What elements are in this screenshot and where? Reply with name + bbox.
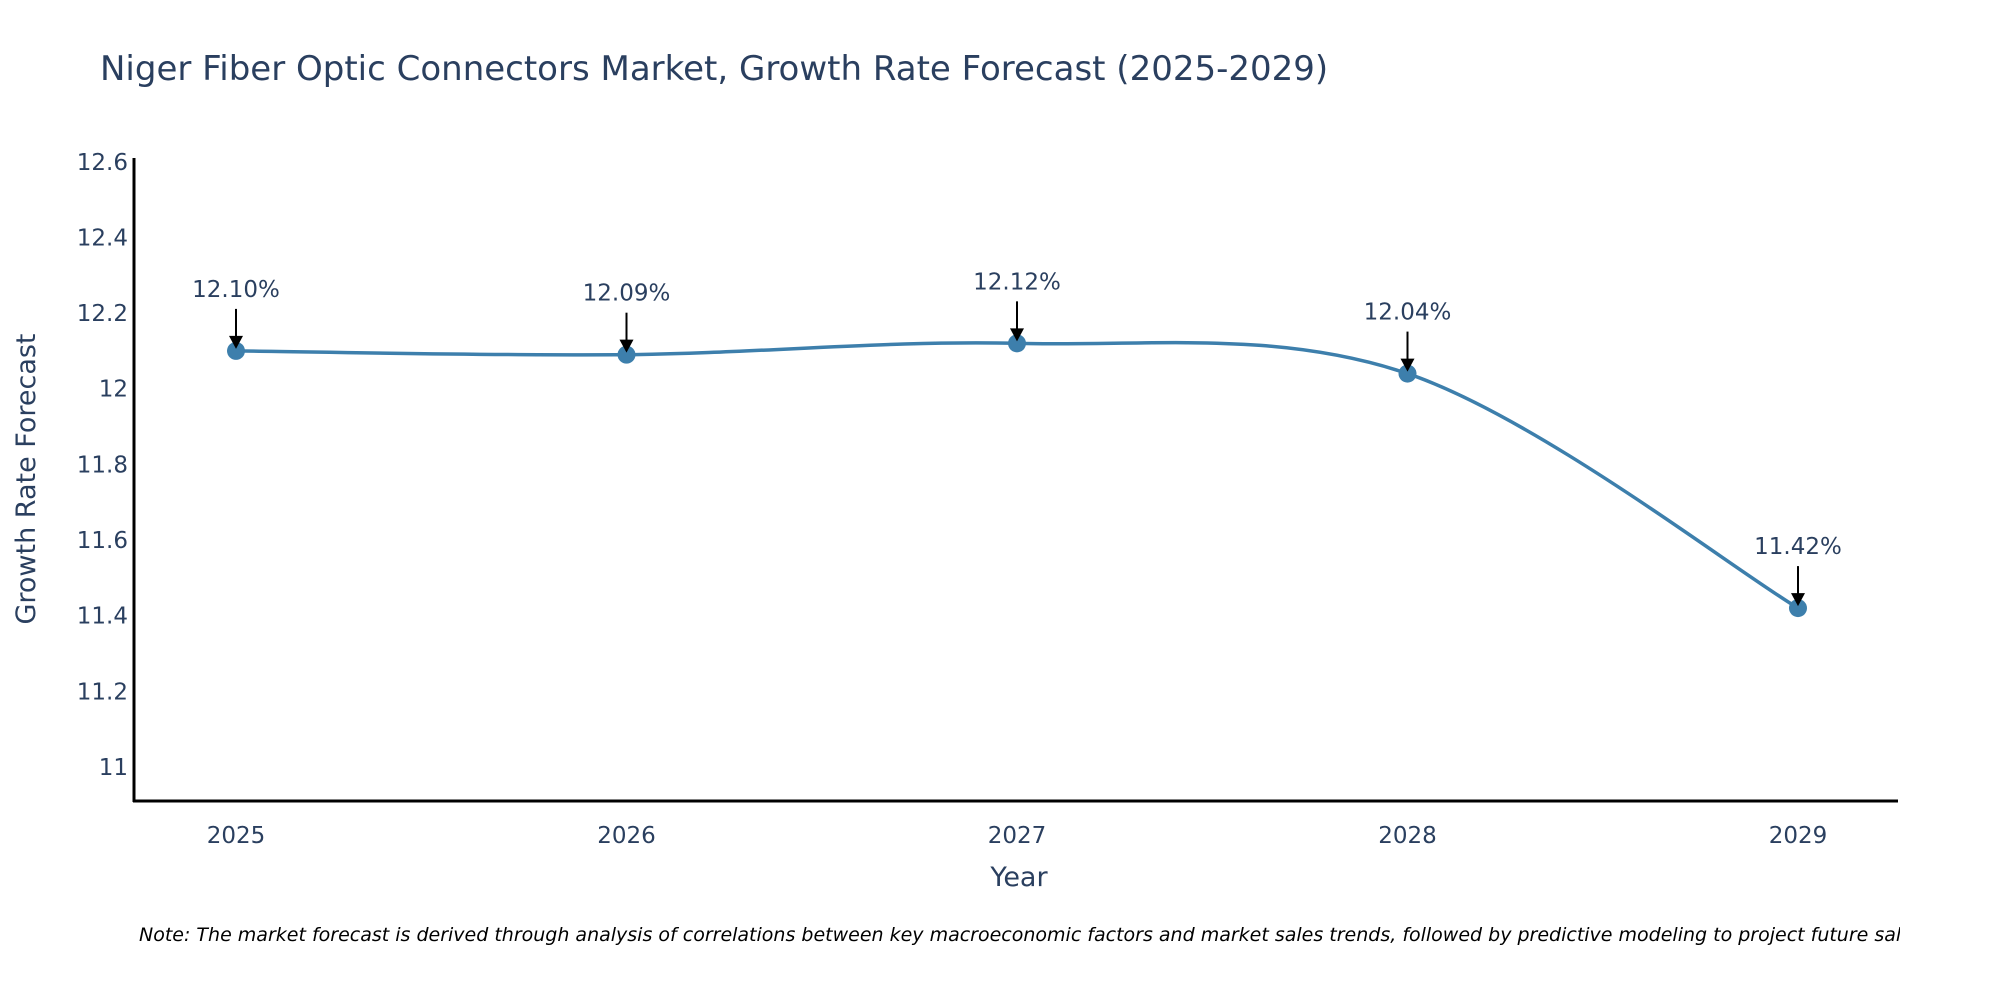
- x-tick-label: 2026: [597, 823, 656, 849]
- data-label-2027: 12.12%: [973, 269, 1061, 295]
- data-label-2028: 12.04%: [1364, 300, 1452, 326]
- y-tick-label: 11.4: [77, 604, 128, 630]
- y-axis-title: Growth Rate Forecast: [11, 333, 42, 624]
- x-tick-label: 2027: [988, 823, 1047, 849]
- series-line: [235, 340, 1799, 610]
- chart-title: Niger Fiber Optic Connectors Market, Gro…: [100, 49, 1328, 89]
- y-tick-label: 11.2: [77, 679, 128, 705]
- y-tick-label: 12.2: [77, 301, 128, 327]
- y-tick-label: 11: [99, 755, 128, 781]
- data-label-2029: 11.42%: [1754, 534, 1842, 560]
- annotation-arrow-head: [1400, 358, 1415, 372]
- x-tick-label: 2025: [207, 823, 266, 849]
- data-point-2027: [1008, 334, 1026, 353]
- data-markers: [227, 334, 1807, 618]
- annotation-arrow-head: [1010, 328, 1024, 342]
- x-tick-label: 2029: [1769, 823, 1828, 849]
- y-tick-label: 11.8: [77, 452, 128, 478]
- data-annotations: 12.10% 12.09% 12.12% 12.04% 11.42%: [192, 269, 1842, 607]
- y-tick-label: 12: [99, 377, 128, 403]
- y-tick-label: 11.6: [77, 528, 128, 554]
- y-tick-label: 12.6: [77, 150, 128, 176]
- x-axis-title: Year: [989, 862, 1048, 893]
- y-axis-ticks: 11 11.2 11.4 11.6 11.8 12 12.2 12.4 12.6: [77, 150, 128, 781]
- data-point-2029: [1789, 599, 1807, 618]
- data-label-2026: 12.09%: [583, 281, 671, 307]
- data-label-2025: 12.10%: [192, 277, 280, 303]
- annotation-arrow-head: [1791, 593, 1805, 607]
- x-axis-ticks: 2025 2026 2027 2028 2029: [207, 823, 1828, 849]
- chart-note: Note: The market forecast is derived thr…: [139, 924, 1929, 946]
- data-point-2025: [227, 341, 245, 360]
- data-point-2026: [617, 345, 636, 364]
- annotation-arrow-head: [619, 339, 634, 353]
- y-tick-label: 12.4: [77, 225, 128, 251]
- annotation-arrow-head: [229, 335, 243, 349]
- x-tick-label: 2028: [1378, 823, 1437, 849]
- data-point-2028: [1398, 364, 1417, 383]
